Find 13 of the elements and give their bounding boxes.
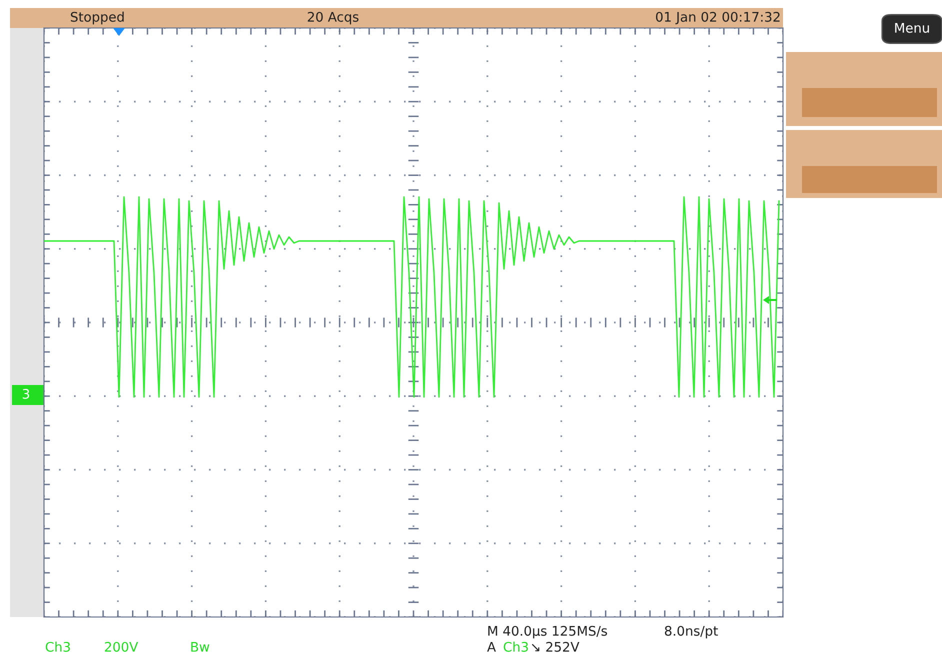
text: 20 Acqs xyxy=(308,12,358,24)
text: ↘ 252V xyxy=(532,642,580,652)
text: 3 xyxy=(22,388,30,399)
text: Stopped xyxy=(70,12,124,24)
text: A xyxy=(487,642,496,652)
text: 200V xyxy=(104,642,138,652)
text: 8.0ns/pt xyxy=(664,626,718,638)
text: Ch3 xyxy=(46,642,70,652)
text: Menu xyxy=(895,23,929,33)
text: Bw xyxy=(191,642,210,652)
text: 01 Jan 02 00:17:32 xyxy=(656,12,780,24)
text: M 40.0µs 125MS/s xyxy=(488,626,608,638)
text: Ch3 xyxy=(504,642,528,652)
